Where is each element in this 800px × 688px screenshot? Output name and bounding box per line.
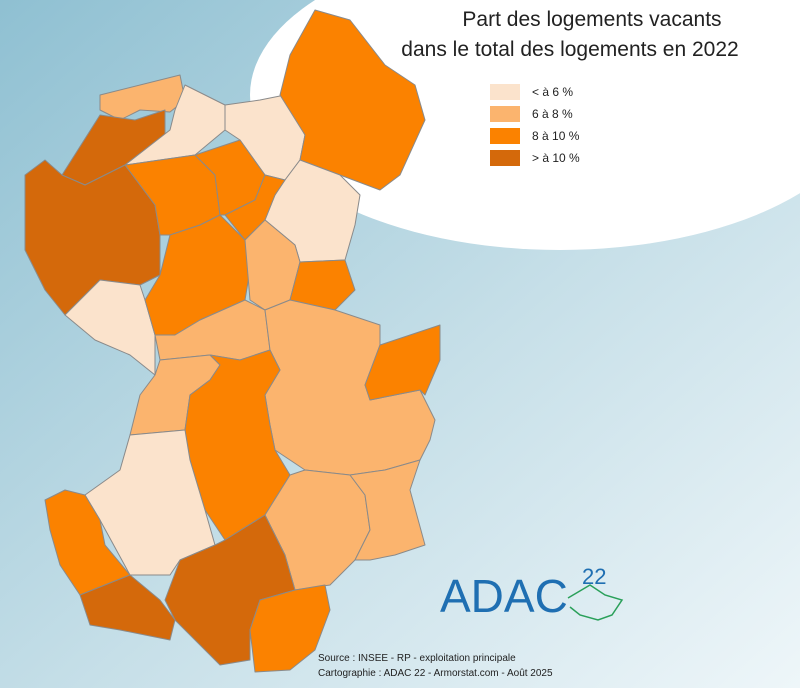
logo-text: ADAC	[440, 570, 568, 622]
legend-label: > à 10 %	[532, 151, 580, 165]
source-line: Cartographie : ADAC 22 - Armorstat.com -…	[318, 668, 553, 679]
source-line: Source : INSEE - RP - exploitation princ…	[318, 653, 516, 664]
logo: ADAC 22	[440, 564, 624, 622]
legend-swatch	[490, 150, 520, 166]
title-line: Part des logements vacants	[462, 8, 721, 31]
map	[24, 9, 441, 673]
legend-label: < à 6 %	[532, 85, 573, 99]
legend-swatch	[490, 84, 520, 100]
legend: < à 6 % 6 à 8 % 8 à 10 % > à 10 %	[490, 84, 580, 166]
logo-superscript: 22	[582, 564, 606, 589]
legend-label: 8 à 10 %	[532, 129, 580, 143]
legend-label: 6 à 8 %	[532, 107, 573, 121]
legend-swatch	[490, 106, 520, 122]
legend-swatch	[490, 128, 520, 144]
title-backdrop	[250, 0, 800, 250]
logo-outline	[567, 584, 624, 621]
title-line: dans le total des logements en 2022	[401, 38, 738, 61]
